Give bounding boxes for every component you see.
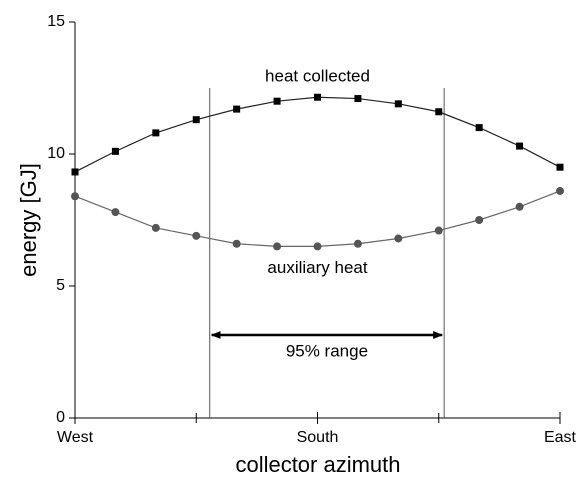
point [232, 239, 241, 248]
point [192, 116, 200, 124]
x-axis-label: collector azimuth [235, 452, 400, 477]
point [394, 100, 402, 108]
point [556, 186, 564, 195]
series-line [74, 96, 561, 173]
x-tick-label: South [297, 429, 339, 446]
point [273, 242, 282, 251]
y-tick-label: 15 [47, 13, 65, 30]
series-line [74, 190, 561, 247]
range-label: 95% range [286, 341, 368, 360]
y-tick-label: 0 [56, 409, 65, 426]
point [354, 95, 362, 103]
point [435, 108, 443, 116]
point [111, 147, 119, 155]
y-tick-label: 10 [47, 145, 65, 162]
point [475, 216, 484, 224]
point [556, 163, 564, 171]
point [394, 234, 403, 243]
point [516, 142, 524, 150]
x-tick-label: East [544, 429, 577, 446]
point [151, 223, 160, 232]
point [152, 129, 160, 137]
point [111, 208, 120, 217]
point [273, 97, 281, 105]
point [515, 202, 524, 211]
point [434, 226, 443, 235]
x-tick-label: West [57, 429, 94, 446]
point [314, 93, 321, 101]
point [192, 231, 201, 240]
y-axis-label: energy [GJ] [16, 163, 41, 277]
series-label: heat collected [265, 67, 370, 86]
point [353, 239, 362, 248]
point [71, 168, 79, 176]
y-tick-label: 5 [56, 277, 65, 294]
point [233, 105, 241, 113]
point [313, 242, 322, 251]
series-label: auxiliary heat [267, 258, 367, 277]
point [71, 192, 79, 201]
point [475, 124, 483, 132]
